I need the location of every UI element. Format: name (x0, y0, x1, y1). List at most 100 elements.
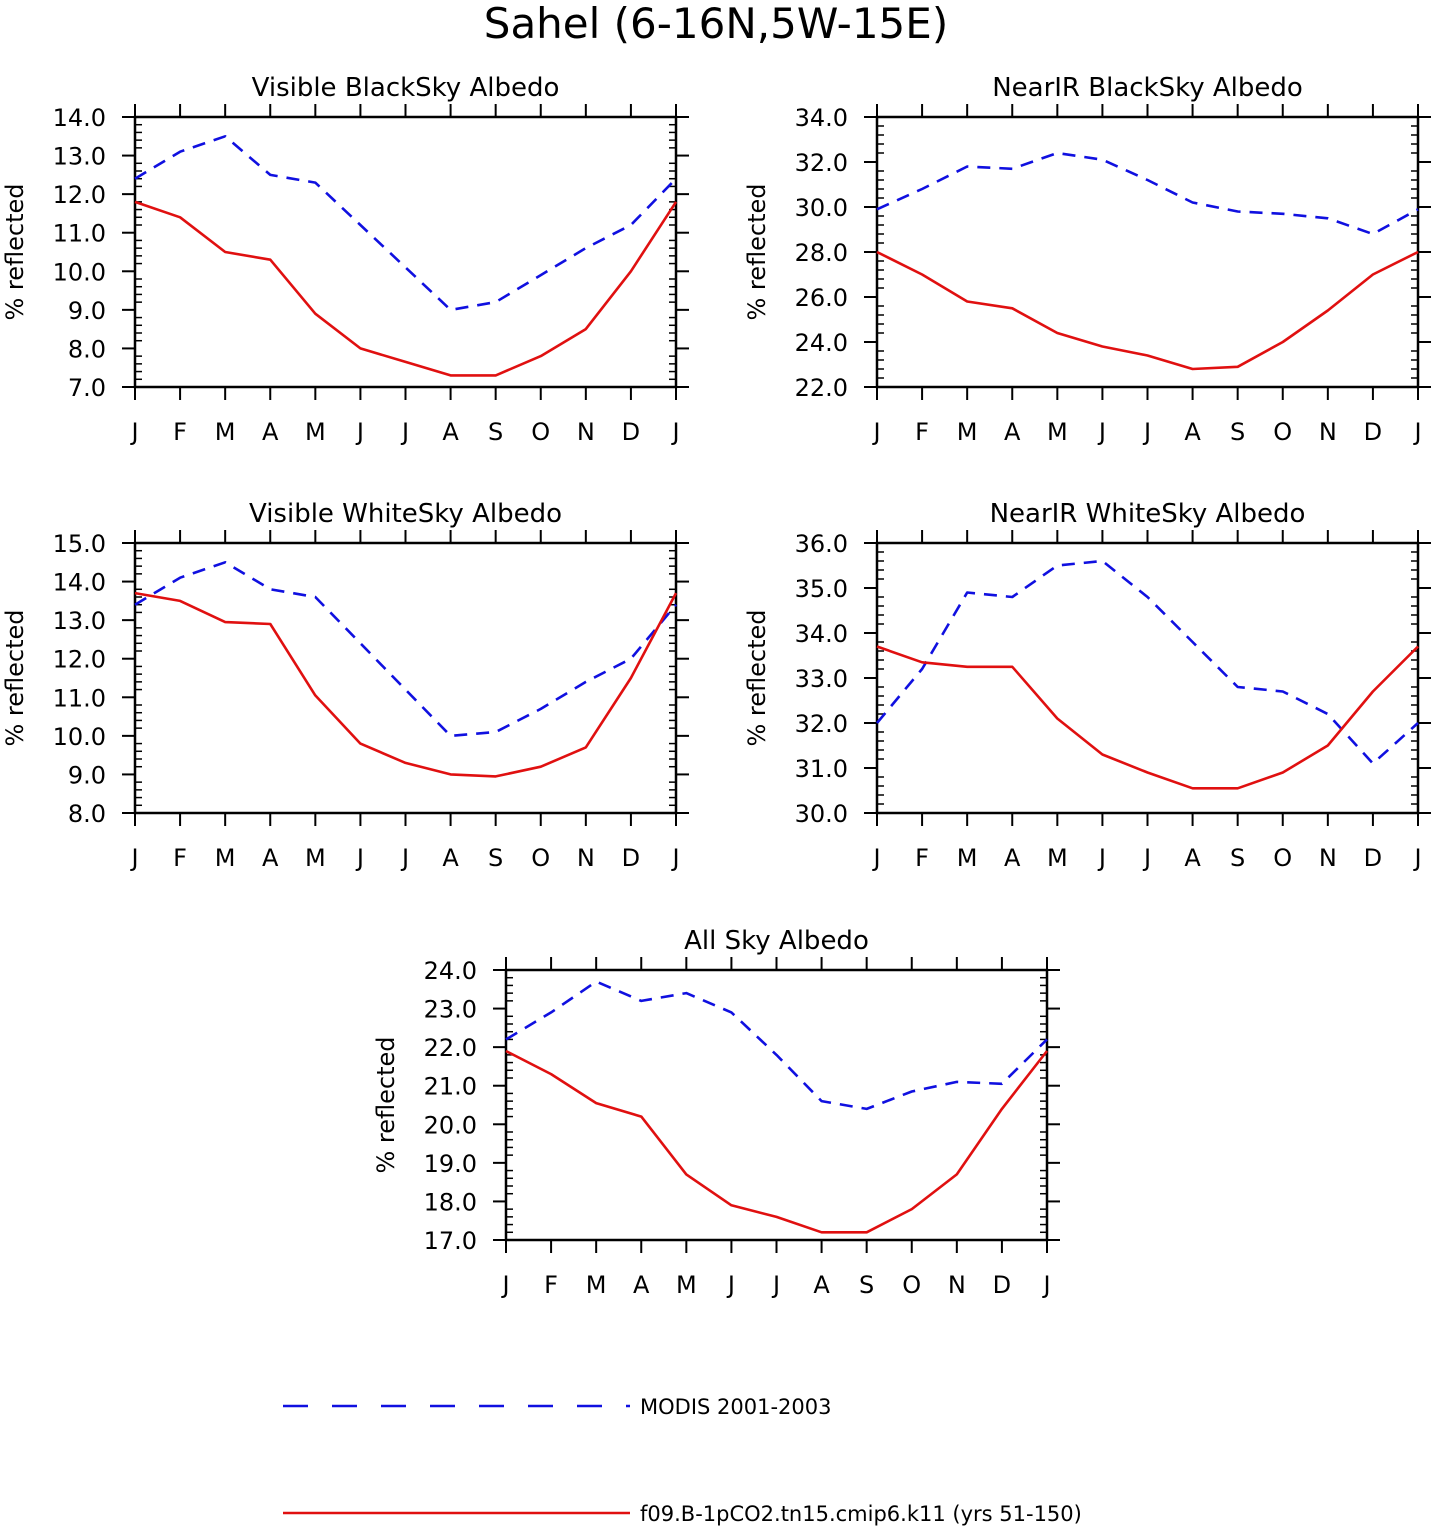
x-tick-label: M (215, 418, 236, 446)
x-tick-label: J (871, 418, 880, 446)
panel-title: Visible WhiteSky Albedo (249, 499, 562, 529)
x-tick-label: J (500, 1271, 509, 1299)
x-tick-label: J (726, 1271, 735, 1299)
x-tick-label: D (622, 844, 640, 872)
x-tick-label: J (670, 418, 679, 446)
x-tick-label: S (1230, 418, 1245, 446)
x-tick-label: S (859, 1271, 874, 1299)
series-line-model (505, 1049, 1049, 1234)
x-tick-label: A (1184, 418, 1201, 446)
y-tick-label: 11.0 (53, 220, 106, 248)
y-tick-label: 9.0 (68, 761, 106, 789)
y-tick-label: 10.0 (53, 723, 106, 751)
x-tick-label: A (262, 844, 279, 872)
y-axis-label: % reflected (372, 1036, 400, 1173)
series-line-model (876, 645, 1419, 790)
series-line-model (134, 591, 678, 778)
panel-title: All Sky Albedo (684, 926, 869, 956)
x-tick-label: O (1273, 844, 1292, 872)
y-tick-label: 8.0 (68, 335, 106, 363)
y-axis-label: % reflected (743, 183, 771, 320)
x-tick-label: J (1097, 418, 1106, 446)
x-tick-label: J (1142, 418, 1151, 446)
x-tick-label: M (586, 1271, 607, 1299)
series-line-modis (134, 135, 677, 312)
y-tick-label: 15.0 (53, 530, 106, 558)
y-tick-label: 19.0 (424, 1150, 477, 1178)
x-tick-label: J (871, 844, 880, 872)
y-tick-label: 12.0 (53, 181, 106, 209)
x-tick-label: D (1364, 844, 1382, 872)
y-tick-label: 30.0 (795, 194, 848, 222)
x-tick-label: O (531, 418, 550, 446)
x-tick-label: J (670, 844, 679, 872)
panel-title: Visible BlackSky Albedo (252, 73, 560, 103)
x-tick-label: M (305, 418, 326, 446)
x-tick-label: D (993, 1271, 1011, 1299)
x-tick-label: J (355, 844, 364, 872)
y-tick-label: 17.0 (424, 1227, 477, 1255)
x-tick-label: A (1004, 844, 1021, 872)
x-tick-label: O (1273, 418, 1292, 446)
x-tick-label: J (129, 418, 138, 446)
x-tick-label: O (531, 844, 550, 872)
y-tick-label: 23.0 (424, 996, 477, 1024)
main-title: Sahel (6-16N,5W-15E) (484, 0, 948, 48)
legend-label-2: f09.B-1pCO2.tn15.cmip6.k11 (yrs 51-150) (640, 1502, 1082, 1526)
y-tick-label: 21.0 (424, 1073, 477, 1101)
x-tick-label: F (915, 844, 929, 872)
plot-frame (504, 968, 1049, 1242)
y-tick-label: 8.0 (68, 800, 106, 828)
y-tick-label: 14.0 (53, 104, 106, 132)
panel-title: NearIR BlackSky Albedo (992, 73, 1303, 103)
x-tick-label: F (544, 1271, 558, 1299)
x-tick-label: A (1184, 844, 1201, 872)
x-tick-label: A (262, 418, 279, 446)
x-tick-label: A (633, 1271, 650, 1299)
x-tick-label: M (215, 844, 236, 872)
x-tick-label: J (1097, 844, 1106, 872)
y-tick-label: 32.0 (795, 149, 848, 177)
x-tick-label: D (1364, 418, 1382, 446)
x-tick-label: M (305, 844, 326, 872)
x-tick-label: S (1230, 844, 1245, 872)
plot-frame (875, 115, 1420, 389)
y-tick-label: 30.0 (795, 800, 848, 828)
y-tick-label: 7.0 (68, 374, 106, 402)
y-tick-label: 26.0 (795, 284, 848, 312)
x-tick-label: M (1047, 418, 1068, 446)
x-tick-label: A (1004, 418, 1021, 446)
y-tick-label: 33.0 (795, 665, 848, 693)
x-tick-label: M (957, 418, 978, 446)
x-tick-label: M (1047, 844, 1068, 872)
x-tick-label: N (1319, 844, 1337, 872)
panel-title: NearIR WhiteSky Albedo (990, 499, 1306, 529)
series-line-modis (876, 559, 1419, 765)
legend: MODIS 2001-2003 f09.B-1pCO2.tn15.cmip6.k1… (283, 1395, 1082, 1526)
x-tick-label: J (355, 418, 364, 446)
y-tick-label: 10.0 (53, 258, 106, 286)
x-tick-label: S (488, 844, 503, 872)
x-tick-label: J (1412, 418, 1421, 446)
y-tick-label: 14.0 (53, 569, 106, 597)
x-tick-label: A (442, 418, 459, 446)
y-tick-label: 24.0 (795, 329, 848, 357)
y-tick-label: 34.0 (795, 104, 848, 132)
x-tick-label: O (902, 1271, 921, 1299)
x-tick-label: A (813, 1271, 830, 1299)
series-line-modis (876, 151, 1419, 236)
series-line-modis (505, 980, 1048, 1111)
plot-frame (133, 115, 678, 389)
series-line-model (876, 250, 1419, 371)
x-tick-label: N (948, 1271, 966, 1299)
x-tick-label: F (915, 418, 929, 446)
y-tick-label: 36.0 (795, 530, 848, 558)
x-tick-label: J (1142, 844, 1151, 872)
